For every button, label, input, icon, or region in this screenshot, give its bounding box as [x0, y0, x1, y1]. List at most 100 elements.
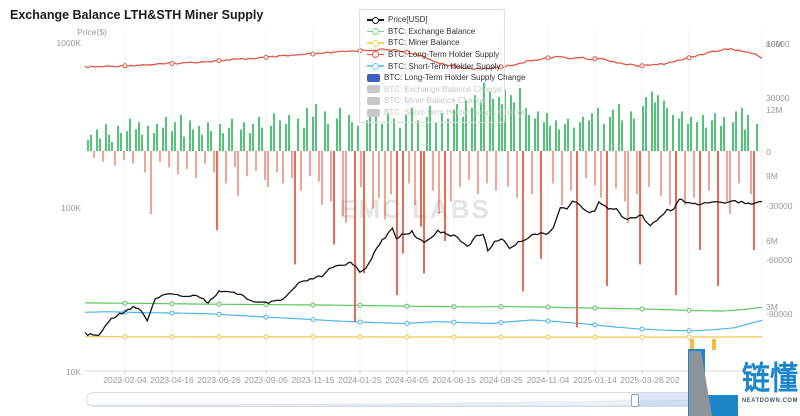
change-bar — [402, 151, 404, 254]
change-bar — [282, 151, 284, 184]
change-bar — [537, 111, 539, 151]
legend-item-7[interactable]: BTC: Miner Balance Change — [367, 95, 504, 107]
x-axis-tick-label: 2025-01-14 — [573, 375, 617, 385]
legend-item-4[interactable]: BTC: Short-Term Holder Supply — [367, 60, 504, 72]
change-bar — [657, 95, 659, 151]
datazoom-slider[interactable] — [86, 392, 703, 407]
change-bar — [318, 151, 320, 182]
change-bar — [357, 125, 359, 151]
datazoom-left-handle[interactable] — [630, 394, 639, 407]
datazoom-selection[interactable] — [633, 393, 699, 406]
marker-dot — [310, 334, 316, 340]
change-bar — [534, 118, 536, 151]
change-bar — [510, 95, 512, 151]
marker-dot — [639, 306, 645, 312]
x-axis-tick-label: 2024-06-15 — [432, 375, 476, 385]
change-bar — [135, 129, 137, 151]
change-bar — [294, 151, 296, 265]
change-bar — [756, 124, 758, 151]
change-bar — [339, 107, 341, 151]
marker-dot — [592, 56, 598, 62]
series-btc-long-term-holder-supply — [84, 47, 763, 70]
marker-dot — [545, 304, 551, 310]
price-axis-label: Price($) — [77, 27, 107, 37]
marker-dot — [357, 334, 363, 340]
change-bar — [516, 151, 518, 198]
change-bar — [615, 151, 617, 189]
marker-dot — [169, 301, 175, 307]
change-bar — [168, 151, 170, 168]
change-bar — [600, 151, 602, 198]
change-bar — [531, 151, 533, 195]
change-bar — [522, 151, 524, 292]
change-bar — [426, 116, 428, 151]
marker-dot — [169, 310, 175, 316]
change-bar — [624, 151, 626, 202]
change-bar — [603, 124, 605, 151]
legend-item-3[interactable]: BTC: Long-Term Holder Supply — [367, 49, 504, 61]
legend-item-2[interactable]: BTC: Miner Balance — [367, 37, 504, 49]
legend-line-marker — [367, 16, 384, 24]
marker-dot — [263, 314, 269, 320]
marker-dot — [498, 334, 504, 340]
change-bar — [270, 125, 272, 151]
change-bar — [666, 107, 668, 151]
legend-item-0[interactable]: Price[USD] — [367, 14, 504, 26]
change-bar — [255, 151, 257, 171]
change-bar — [153, 133, 155, 151]
change-bar — [468, 151, 470, 180]
legend-item-label: BTC: Long-Term Holder Supply Change — [384, 73, 526, 83]
legend-item-label: BTC: Short-Term Holder Supply — [388, 61, 501, 71]
x-axis-tick-label: 2024-08-25 — [479, 375, 523, 385]
change-bar — [264, 151, 266, 180]
legend-line-marker — [367, 62, 384, 70]
change-bar — [219, 124, 221, 151]
change-bar — [462, 116, 464, 151]
axis-tick-label: -30000 — [766, 201, 793, 211]
change-bar — [330, 151, 332, 202]
change-bar — [627, 151, 629, 223]
change-bar — [594, 151, 596, 186]
change-bar — [303, 127, 305, 151]
change-bar — [297, 118, 299, 151]
x-axis-tick-label: 2023-11-15 — [291, 375, 335, 385]
marker-dot — [545, 334, 551, 340]
marker-dot — [263, 54, 269, 60]
marker-dot — [404, 320, 410, 326]
change-bar — [306, 107, 308, 151]
change-bar — [378, 151, 380, 198]
series-price-usd- — [84, 198, 763, 337]
change-bar — [444, 151, 446, 241]
series-btc-short-term-holder-supply — [84, 311, 763, 332]
change-bar — [267, 151, 269, 187]
neatdown-logo: 链懂 NEATDOWN.COM — [688, 339, 798, 416]
change-bar — [375, 116, 377, 151]
change-bar — [696, 122, 698, 151]
legend-bar-marker — [367, 96, 380, 105]
change-bar — [507, 151, 509, 187]
marker-dot — [639, 63, 645, 69]
legend-item-5[interactable]: BTC: Long-Term Holder Supply Change — [367, 72, 525, 84]
change-bar — [630, 111, 632, 151]
change-bar — [249, 133, 251, 151]
legend-item-1[interactable]: BTC: Exchange Balance — [367, 26, 504, 38]
change-bar — [87, 140, 89, 151]
change-bar — [447, 118, 449, 151]
change-bar — [753, 151, 755, 250]
change-bar — [129, 118, 131, 151]
change-bar — [108, 134, 110, 151]
legend-item-6[interactable]: BTC: Exchange Balance Change — [367, 84, 504, 96]
change-bar — [714, 113, 716, 151]
change-bar — [663, 100, 665, 151]
change-bar — [561, 151, 563, 205]
change-bar — [207, 122, 209, 151]
change-bar — [171, 131, 173, 151]
legend-item-8[interactable]: BTC: Short-Term Holder Supply Change — [367, 107, 527, 119]
legend-item-label: BTC: Miner Balance Change — [384, 96, 486, 106]
change-bar — [741, 107, 743, 151]
change-bar — [228, 127, 230, 151]
change-bar — [639, 151, 641, 265]
change-bar — [300, 151, 302, 191]
legend-item-label: BTC: Short-Term Holder Supply Change — [384, 108, 527, 118]
